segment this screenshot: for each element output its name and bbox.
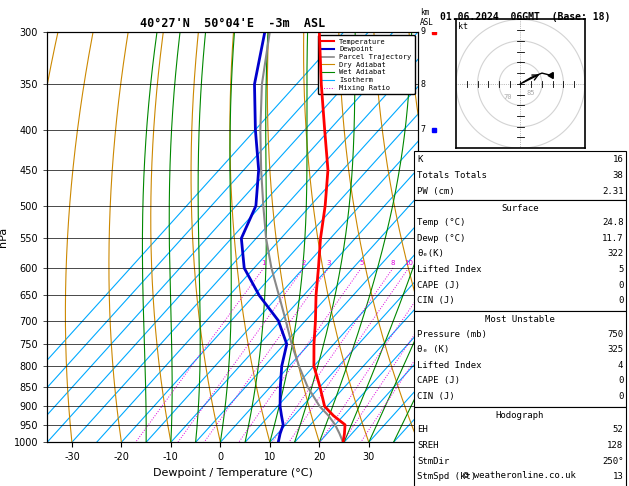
Text: 322: 322 — [607, 249, 623, 259]
Text: 3: 3 — [420, 263, 425, 273]
Text: Mixing Ratio (g/kg): Mixing Ratio (g/kg) — [444, 255, 454, 343]
Text: 16: 16 — [613, 156, 623, 164]
Text: 8: 8 — [391, 260, 395, 266]
Text: 70: 70 — [503, 94, 512, 100]
Text: 2: 2 — [302, 260, 306, 266]
Text: 24.8: 24.8 — [602, 218, 623, 227]
Text: K: K — [417, 156, 423, 164]
Text: 128: 128 — [607, 441, 623, 450]
Text: 13: 13 — [613, 472, 623, 481]
Text: 0: 0 — [618, 392, 623, 401]
Text: CIN (J): CIN (J) — [417, 392, 455, 401]
Text: 10: 10 — [404, 260, 413, 266]
Text: Lifted Index: Lifted Index — [417, 265, 482, 274]
Text: Lifted Index: Lifted Index — [417, 361, 482, 370]
Text: Surface: Surface — [501, 204, 538, 213]
Text: 52: 52 — [613, 425, 623, 434]
Text: 01.06.2024  06GMT  (Base: 18): 01.06.2024 06GMT (Base: 18) — [440, 12, 610, 22]
Text: LCL: LCL — [420, 370, 435, 379]
Text: CAPE (J): CAPE (J) — [417, 376, 460, 385]
Text: 38: 38 — [613, 171, 623, 180]
Text: CAPE (J): CAPE (J) — [417, 280, 460, 290]
Text: 8: 8 — [420, 80, 425, 88]
Text: 7: 7 — [420, 125, 425, 134]
Text: 325: 325 — [607, 345, 623, 354]
Text: 1: 1 — [262, 260, 266, 266]
Text: 4: 4 — [618, 361, 623, 370]
Text: 5: 5 — [359, 260, 364, 266]
Text: Hodograph: Hodograph — [496, 411, 544, 420]
Text: CIN (J): CIN (J) — [417, 296, 455, 305]
Text: 11.7: 11.7 — [602, 234, 623, 243]
Text: 0: 0 — [618, 376, 623, 385]
Text: 250°: 250° — [602, 456, 623, 466]
Text: θₑ (K): θₑ (K) — [417, 345, 449, 354]
Text: 2.31: 2.31 — [602, 187, 623, 195]
Text: 2: 2 — [420, 316, 425, 325]
Text: Totals Totals: Totals Totals — [417, 171, 487, 180]
Text: Dewp (°C): Dewp (°C) — [417, 234, 465, 243]
Text: StmSpd (kt): StmSpd (kt) — [417, 472, 476, 481]
Legend: Temperature, Dewpoint, Parcel Trajectory, Dry Adiabat, Wet Adiabat, Isotherm, Mi: Temperature, Dewpoint, Parcel Trajectory… — [318, 35, 415, 94]
Text: θₑ(K): θₑ(K) — [417, 249, 444, 259]
Y-axis label: hPa: hPa — [0, 227, 8, 247]
Text: Pressure (mb): Pressure (mb) — [417, 330, 487, 339]
Text: StmDir: StmDir — [417, 456, 449, 466]
Text: 750: 750 — [607, 330, 623, 339]
Text: 9: 9 — [420, 27, 425, 36]
Text: 5: 5 — [420, 201, 425, 210]
Title: 40°27'N  50°04'E  -3m  ASL: 40°27'N 50°04'E -3m ASL — [140, 17, 325, 31]
Text: SREH: SREH — [417, 441, 438, 450]
Text: PW (cm): PW (cm) — [417, 187, 455, 195]
Text: 0: 0 — [618, 280, 623, 290]
Text: 3: 3 — [326, 260, 331, 266]
Text: 1: 1 — [420, 382, 425, 391]
Text: 6: 6 — [420, 165, 425, 174]
Text: EH: EH — [417, 425, 428, 434]
Text: 5: 5 — [618, 265, 623, 274]
Text: © weatheronline.co.uk: © weatheronline.co.uk — [464, 471, 576, 480]
Text: kt: kt — [459, 21, 468, 31]
Text: 0: 0 — [618, 296, 623, 305]
Text: 4: 4 — [420, 234, 425, 243]
Text: Most Unstable: Most Unstable — [485, 315, 555, 324]
X-axis label: Dewpoint / Temperature (°C): Dewpoint / Temperature (°C) — [153, 468, 313, 478]
Text: Temp (°C): Temp (°C) — [417, 218, 465, 227]
Text: 85: 85 — [527, 89, 535, 96]
Text: km
ASL: km ASL — [420, 8, 434, 28]
